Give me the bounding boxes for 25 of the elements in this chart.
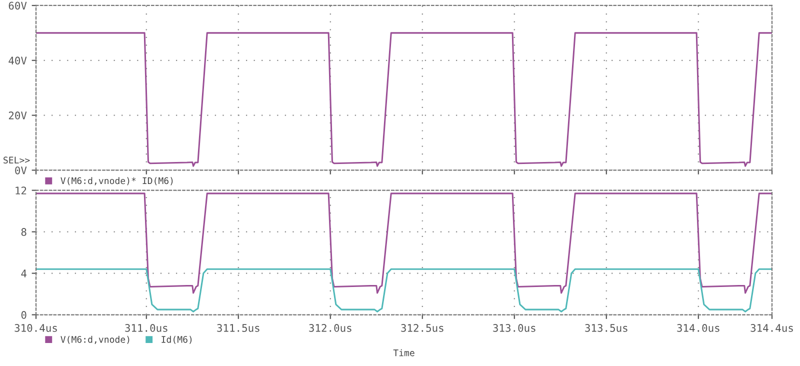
y-tick-label: 0V [15,166,27,174]
x-tick-label: 311.5us [217,324,260,332]
legend-label: Id(M6) [162,336,192,344]
y-tick-label: 12 [16,186,26,194]
line-series [36,268,772,312]
y-tick-label: 20V [8,112,27,120]
x-tick-label: 310.4us [14,324,57,332]
x-tick-label: 314.4us [750,324,793,332]
y-tick-label: 8 [21,228,26,236]
legend-label: V(M6:d,vnode) [60,336,130,344]
text: SEL>> [4,156,30,164]
line-series [36,192,772,294]
x-tick-label: 313.5us [585,324,628,332]
x-tick-label: 314.0us [677,324,720,332]
x-tick-label: 312.0us [309,324,352,332]
legend-label: V(M6:d,vnode)* ID(M6) [60,177,173,186]
x-tick-label: 313.0us [493,324,536,332]
y-tick-label: 60V [8,2,27,10]
y-tick-label: 0 [21,311,26,319]
y-tick-label: 40V [8,56,27,65]
line-series [36,32,772,167]
y-tick-label: 4 [21,270,26,278]
x-tick-label: 311.0us [125,324,168,332]
x-axis-title: Time [393,349,414,356]
x-tick-label: 312.5us [401,324,444,332]
